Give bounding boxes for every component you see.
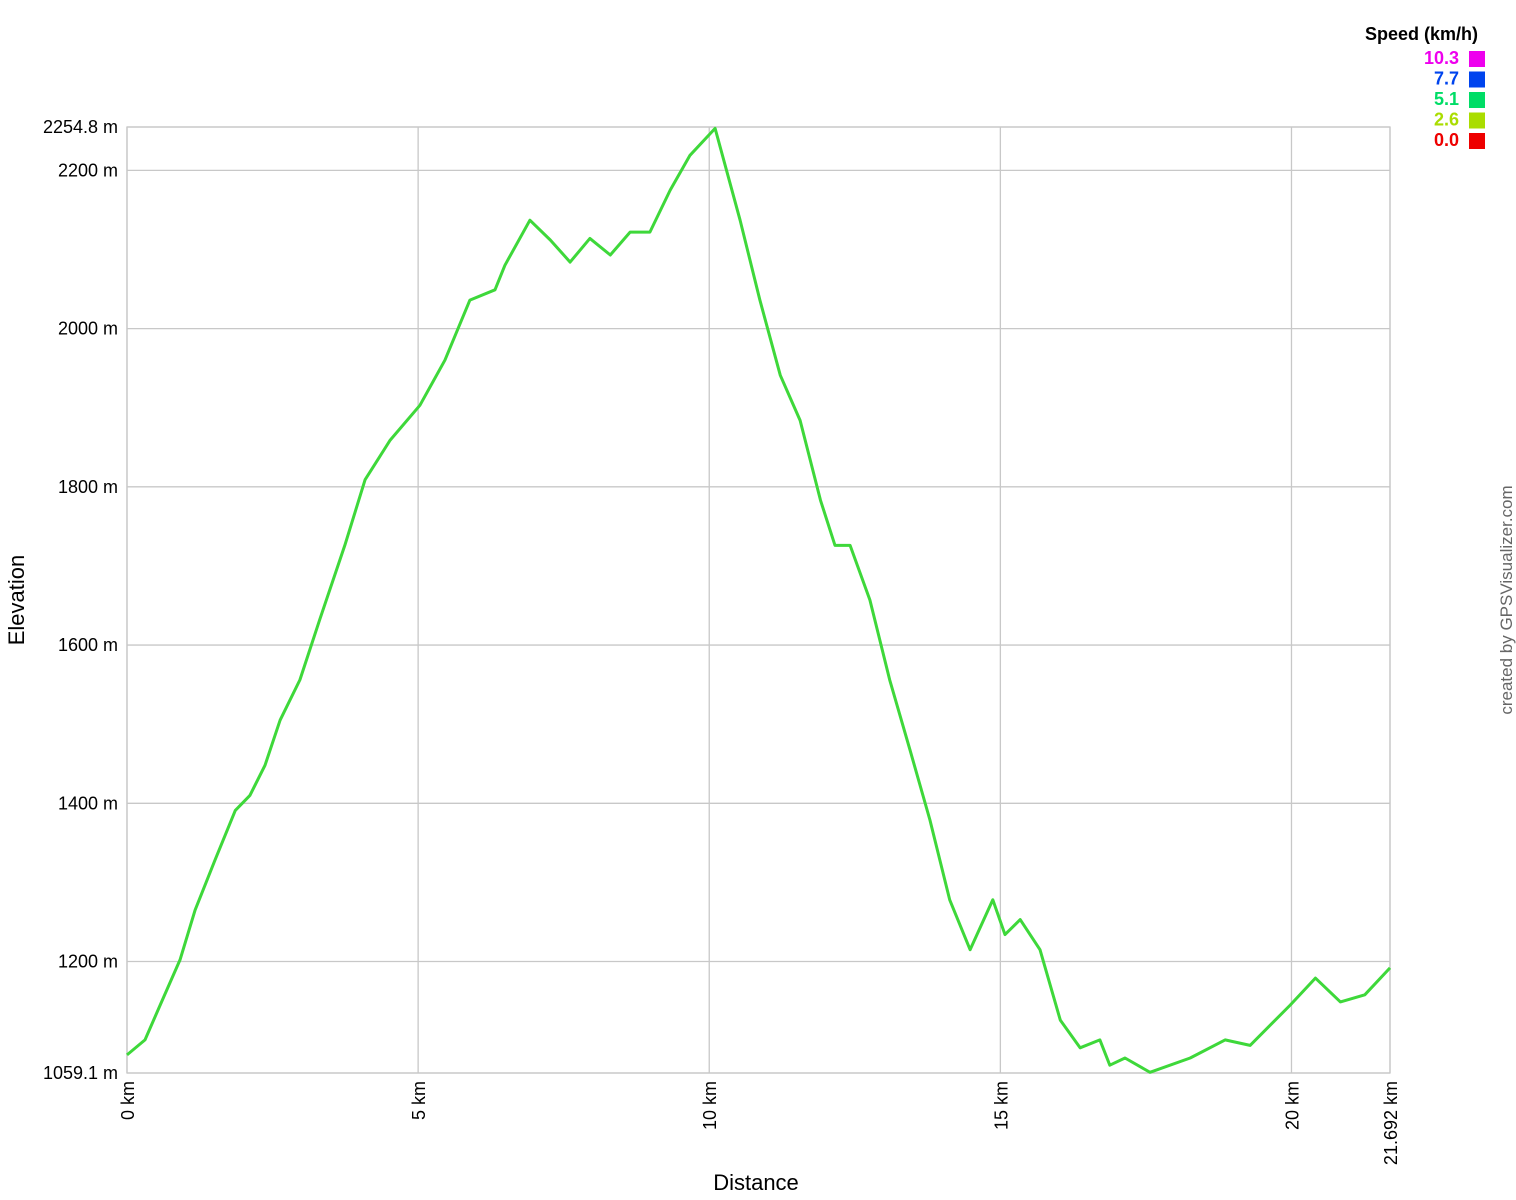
y-tick-label: 1200 m [58, 952, 118, 972]
legend-swatch [1469, 133, 1485, 149]
y-tick-label: 2200 m [58, 160, 118, 180]
legend-swatch [1469, 71, 1485, 88]
x-tick-label: 15 km [991, 1081, 1011, 1130]
legend-title: Speed (km/h) [1365, 24, 1478, 44]
elevation-line [126, 126, 1392, 1074]
plot-area [126, 126, 1391, 1074]
x-tick-label: 0 km [118, 1081, 138, 1120]
x-tick-label: 20 km [1282, 1081, 1302, 1130]
y-tick-label: 1800 m [58, 477, 118, 497]
y-tick-label: 2254.8 m [43, 117, 118, 137]
credit: created by GPSVisualizer.com [1497, 485, 1516, 714]
x-tick-label: 5 km [409, 1081, 429, 1120]
y-tick-label: 2000 m [58, 319, 118, 339]
legend-label: 0.0 [1434, 130, 1459, 150]
y-tick-label: 1400 m [58, 793, 118, 813]
y-tick-label: 1059.1 m [43, 1063, 118, 1083]
x-axis-title: Distance [713, 1170, 799, 1195]
legend-swatch [1469, 51, 1485, 67]
legend-swatch [1469, 92, 1485, 108]
legend-label: 7.7 [1434, 69, 1459, 89]
legend-label: 5.1 [1434, 89, 1459, 109]
legend-swatch [1469, 112, 1485, 129]
legend-label: 10.3 [1424, 48, 1459, 68]
y-tick-label: 1600 m [58, 635, 118, 655]
y-axis-title: Elevation [4, 555, 29, 646]
x-tick-label: 10 km [700, 1081, 720, 1130]
x-tick-label: 21.692 km [1381, 1081, 1401, 1165]
legend-label: 2.6 [1434, 110, 1459, 130]
